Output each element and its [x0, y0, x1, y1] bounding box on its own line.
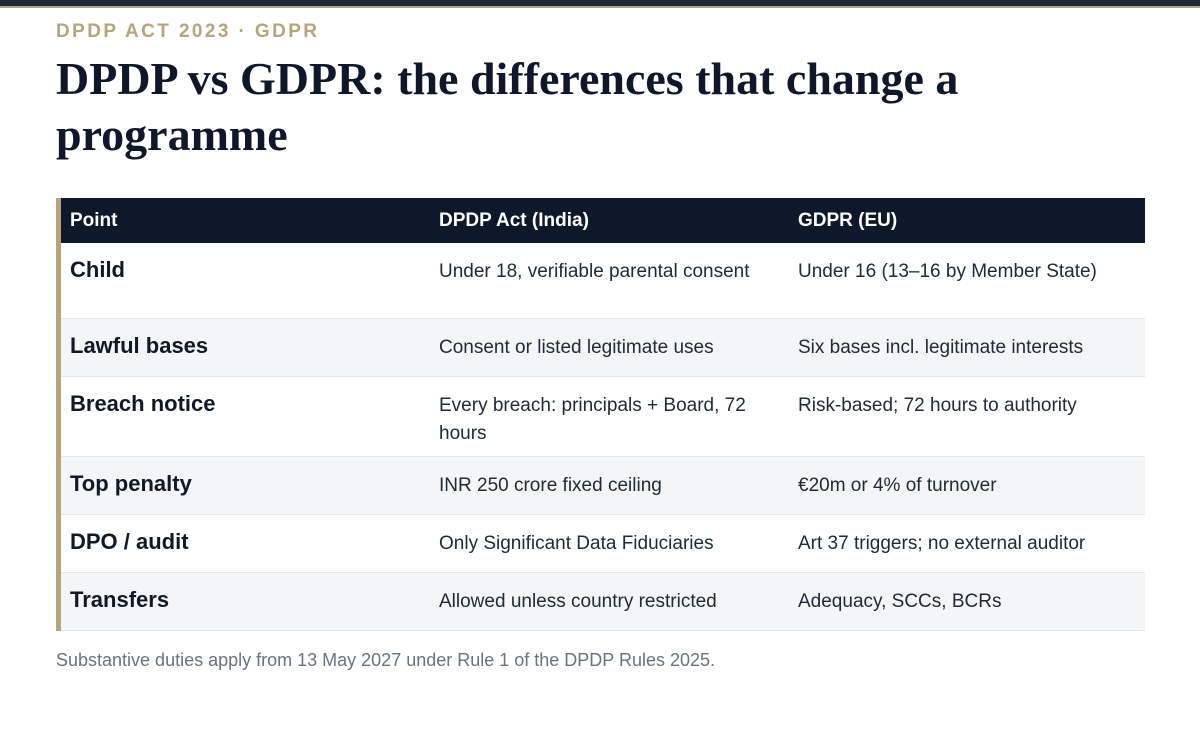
column-header-dpdp: DPDP Act (India): [439, 209, 589, 231]
table-row: Lawful bases Consent or listed legitimat…: [61, 318, 1145, 377]
row-gdpr: Adequacy, SCCs, BCRs: [789, 572, 1145, 631]
page-title: DPDP vs GDPR: the differences that chang…: [56, 53, 959, 160]
table-row: Breach notice Every breach: principals +…: [61, 376, 1145, 457]
top-rule: [0, 0, 1200, 6]
top-rule-accent: [0, 6, 1200, 8]
row-gdpr: €20m or 4% of turnover: [789, 456, 1145, 515]
comparison-table-container: Point DPDP Act (India) GDPR (EU) Child U…: [56, 198, 1150, 631]
row-dpdp: Every breach: principals + Board, 72 hou…: [430, 376, 789, 457]
row-point: Child: [61, 243, 430, 319]
table-row: Transfers Allowed unless country restric…: [61, 572, 1145, 631]
footnote: Substantive duties apply from 13 May 202…: [56, 650, 716, 670]
column-header-gdpr: GDPR (EU): [798, 209, 898, 231]
row-point: Lawful bases: [61, 318, 430, 377]
table-header-row: Point DPDP Act (India) GDPR (EU): [61, 198, 1145, 243]
comparison-table: Point DPDP Act (India) GDPR (EU) Child U…: [61, 198, 1145, 631]
row-dpdp: Under 18, verifiable parental consent: [430, 243, 789, 319]
row-dpdp: INR 250 crore fixed ceiling: [430, 456, 789, 515]
row-dpdp: Consent or listed legitimate uses: [430, 318, 789, 377]
row-dpdp: Only Significant Data Fiduciaries: [430, 514, 789, 573]
row-point: DPO / audit: [61, 514, 430, 573]
table-row: Top penalty INR 250 crore fixed ceiling …: [61, 456, 1145, 515]
row-dpdp: Allowed unless country restricted: [430, 572, 789, 631]
row-point: Transfers: [61, 572, 430, 631]
row-point: Breach notice: [61, 376, 430, 457]
row-gdpr: Six bases incl. legitimate interests: [789, 318, 1145, 377]
row-point: Top penalty: [61, 456, 430, 515]
column-header-point: Point: [70, 209, 118, 231]
table-row: DPO / audit Only Significant Data Fiduci…: [61, 514, 1145, 573]
row-gdpr: Art 37 triggers; no external auditor: [789, 514, 1145, 573]
row-gdpr: Risk-based; 72 hours to authority: [789, 376, 1145, 457]
table-row: Child Under 18, verifiable parental cons…: [61, 243, 1145, 319]
kicker: DPDP ACT 2023 · GDPR: [56, 21, 320, 42]
row-gdpr: Under 16 (13–16 by Member State): [789, 243, 1145, 319]
